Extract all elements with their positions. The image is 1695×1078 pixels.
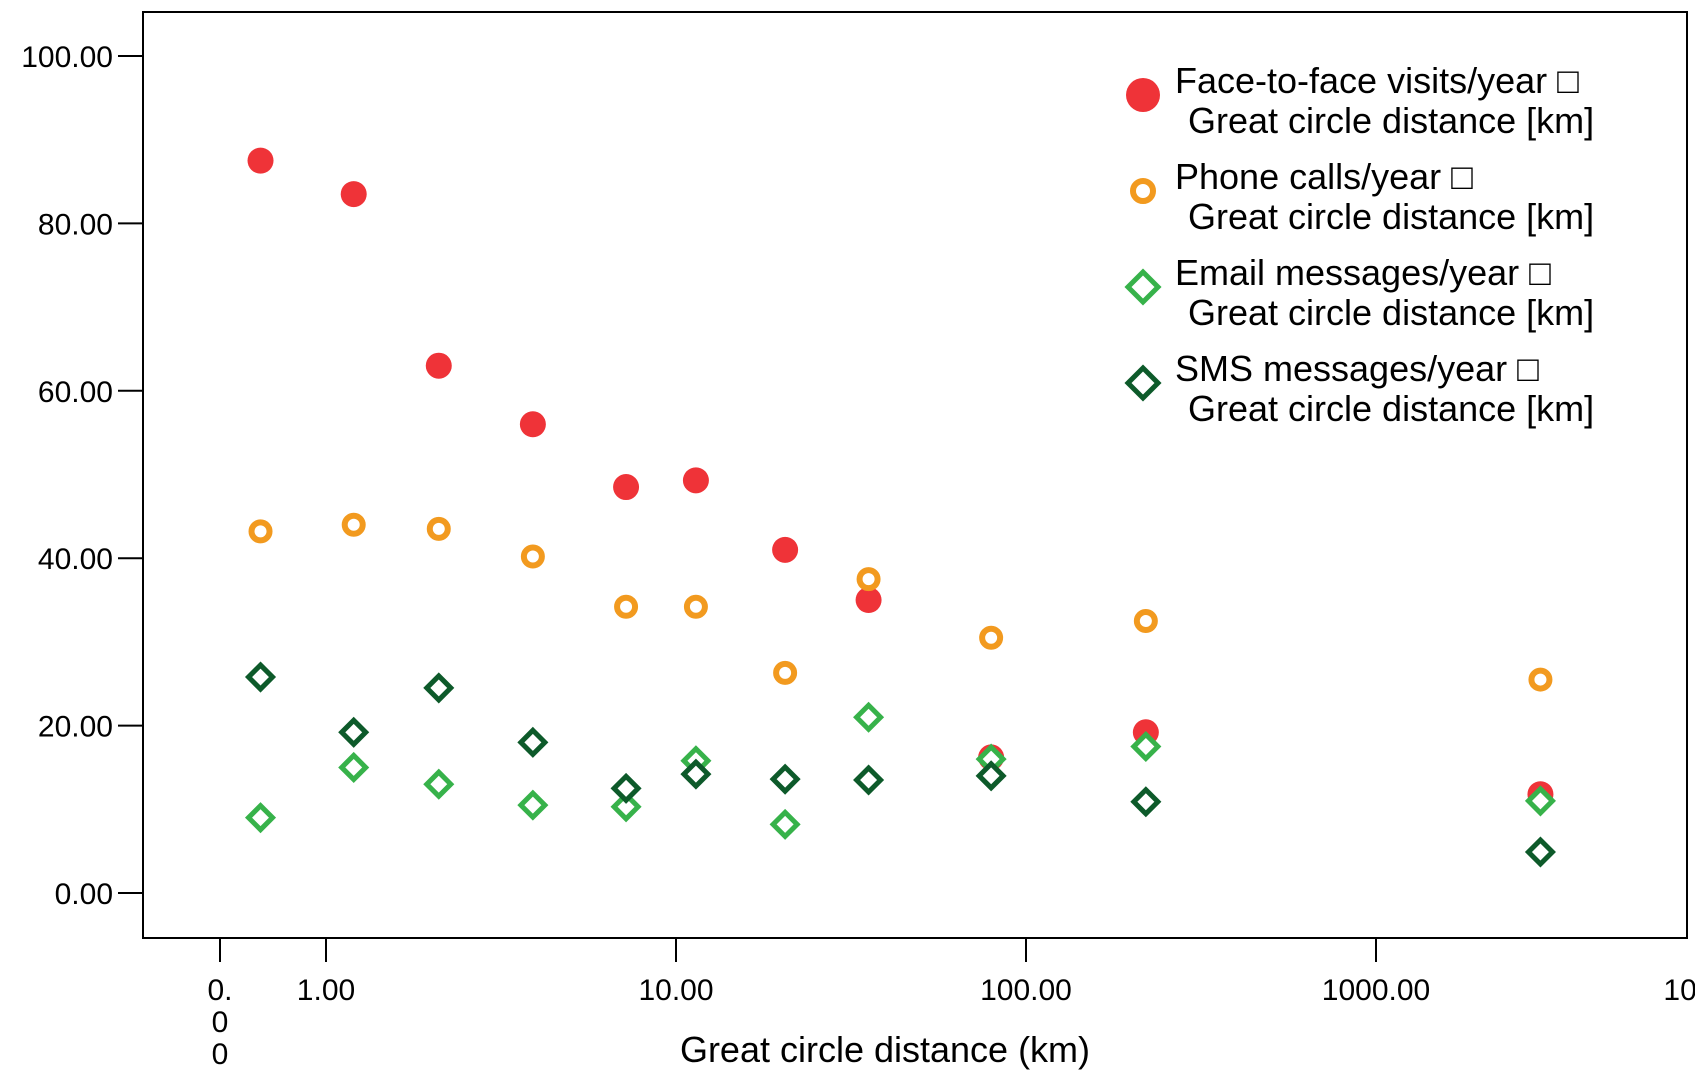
data-point (341, 512, 366, 537)
data-point (1528, 667, 1553, 692)
data-point (769, 763, 801, 795)
legend-marker (1124, 268, 1162, 306)
data-point (772, 536, 799, 563)
y-tick-label: 100.00 (21, 41, 113, 74)
legend-label: SMS messages/year □ (1175, 348, 1539, 389)
data-point (975, 760, 1007, 792)
data-point (1130, 786, 1162, 818)
data-point (340, 181, 367, 208)
data-point (853, 764, 885, 796)
data-point (244, 661, 277, 693)
x-axis-title: Great circle distance (km) (680, 1029, 1090, 1070)
legend-marker (1130, 178, 1156, 204)
data-point (519, 411, 546, 438)
data-point (1524, 836, 1556, 868)
y-tick-label: 0.00 (55, 878, 113, 911)
y-tick-label: 40.00 (38, 543, 113, 576)
legend-marker (1126, 78, 1160, 112)
legend: Face-to-face visits/year □Great circle d… (1124, 60, 1594, 429)
x-tick-label: 10000.00 (1663, 974, 1695, 1007)
y-tick-label: 80.00 (38, 208, 113, 241)
data-point (247, 147, 274, 174)
data-point (855, 587, 882, 614)
legend-label: Face-to-face visits/year □ (1175, 60, 1579, 101)
legend-label-line2: Great circle distance [km] (1188, 388, 1594, 429)
data-point (1130, 730, 1162, 763)
data-point (610, 772, 642, 804)
x-tick-label-zero: 0. (207, 974, 232, 1007)
series-3 (244, 701, 1556, 840)
x-tick-label: 1000.00 (1322, 974, 1430, 1007)
data-point (520, 544, 545, 569)
data-point (423, 768, 455, 800)
data-point (244, 802, 277, 834)
legend-label: Email messages/year □ (1175, 252, 1551, 293)
x-tick-label-zero: 0 (212, 1006, 229, 1039)
data-point (248, 519, 273, 544)
x-tick-label: 1.00 (297, 974, 355, 1007)
legend-label-line2: Great circle distance [km] (1188, 100, 1594, 141)
data-point (1524, 785, 1556, 817)
data-point (853, 701, 885, 733)
data-point (856, 567, 881, 592)
data-points (244, 147, 1556, 868)
data-point (613, 474, 640, 501)
legend-label-line2: Great circle distance [km] (1188, 292, 1594, 333)
legend-label: Phone calls/year □ (1175, 156, 1473, 197)
data-point (338, 716, 370, 748)
data-point (338, 751, 370, 783)
data-point (610, 791, 642, 823)
data-point (769, 808, 801, 840)
data-point (773, 660, 798, 685)
data-point (517, 789, 549, 821)
y-axis: 0.00 20.00 40.00 60.00 80.00 100.00 (21, 41, 143, 911)
y-tick-label: 60.00 (38, 376, 113, 409)
data-point (423, 672, 455, 704)
data-point (614, 594, 639, 619)
x-tick-label: 100.00 (980, 974, 1072, 1007)
legend-label-line2: Great circle distance [km] (1188, 196, 1594, 237)
series-1 (247, 147, 1554, 808)
data-point (682, 467, 709, 494)
data-point (683, 594, 708, 619)
data-point (680, 758, 712, 790)
plot-frame (142, 11, 1688, 939)
x-tick-label-zero: 0 (212, 1038, 229, 1071)
data-point (517, 726, 549, 758)
data-point (1133, 608, 1158, 633)
data-point (426, 516, 451, 541)
legend-marker (1124, 364, 1162, 402)
series-4 (244, 661, 1556, 868)
data-point (425, 352, 452, 379)
data-point (979, 625, 1004, 650)
x-tick-label: 10.00 (638, 974, 713, 1007)
series-2 (248, 512, 1553, 692)
y-tick-label: 20.00 (38, 711, 113, 744)
